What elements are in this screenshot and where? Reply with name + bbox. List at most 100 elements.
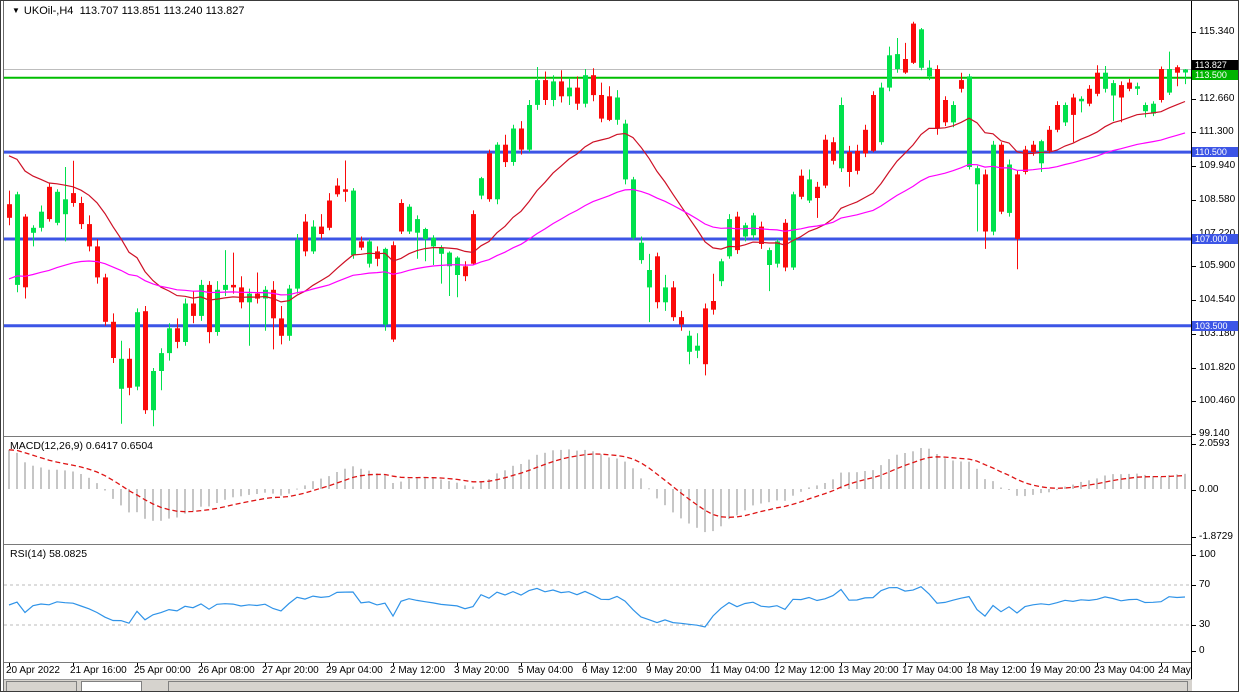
- price-tick-label: 112.660: [1199, 93, 1235, 104]
- price-tick: [1192, 200, 1196, 201]
- time-tick: [457, 663, 458, 666]
- time-tick: [265, 663, 266, 666]
- time-tick: [969, 663, 970, 666]
- rsi-svg: [4, 584, 1192, 628]
- time-tick: [1161, 663, 1162, 666]
- time-axis[interactable]: 20 Apr 2022 21 Apr 16:00 25 Apr 00:00 26 Ap…: [4, 663, 1192, 679]
- time-tick: [905, 663, 906, 666]
- time-label: 6 May 12:00: [582, 665, 638, 676]
- price-badge: 103.500: [1192, 321, 1238, 331]
- price-tick-label: 109.940: [1199, 160, 1236, 171]
- symbol-timeframe-label: UKOil-,H4: [23, 5, 74, 17]
- time-tick: [713, 663, 714, 666]
- price-tick-label: 101.820: [1199, 362, 1236, 373]
- chart-title: ▼ UKOil-,H4 113.707 113.851 113.240 113.8…: [12, 5, 245, 17]
- macd-scale-tick: [1192, 490, 1196, 491]
- time-tick: [1097, 663, 1098, 666]
- time-tick: [201, 663, 202, 666]
- time-tick: [1033, 663, 1034, 666]
- time-label: 18 May 12:00: [966, 665, 1027, 676]
- rsi-scale-tick: [1192, 651, 1196, 652]
- bottom-box-2[interactable]: [81, 681, 142, 691]
- time-label: 29 Apr 04:00: [326, 665, 383, 676]
- price-tick: [1192, 368, 1196, 369]
- macd-scale-tick: [1192, 537, 1196, 538]
- rsi-scale-tick: [1192, 625, 1196, 626]
- rsi-scale-label: 70: [1199, 579, 1211, 590]
- main-price-chart[interactable]: [4, 1, 1192, 437]
- chart-column: ▼ UKOil-,H4 113.707 113.851 113.240 113.8…: [3, 1, 1192, 691]
- price-tick-label: 100.460: [1199, 395, 1236, 406]
- price-chart-svg: [4, 21, 1192, 427]
- time-label: 20 Apr 2022: [6, 665, 60, 676]
- macd-scale-tick: [1192, 444, 1196, 445]
- price-tick-label: 115.340: [1199, 26, 1235, 37]
- time-tick: [73, 663, 74, 666]
- price-tick: [1192, 166, 1196, 167]
- price-badge: 110.500: [1192, 147, 1238, 157]
- time-label: 25 Apr 00:00: [134, 665, 191, 676]
- time-tick: [521, 663, 522, 666]
- price-tick-label: 111.300: [1199, 126, 1234, 137]
- symbol-dropdown-icon[interactable]: ▼: [12, 6, 20, 15]
- time-label: 13 May 20:00: [838, 665, 899, 676]
- time-label: 9 May 20:00: [646, 665, 702, 676]
- ohlc-values: 113.707 113.851 113.240 113.827: [79, 5, 245, 17]
- price-tick-label: 105.900: [1199, 260, 1236, 271]
- time-label: 11 May 04:00: [710, 665, 770, 676]
- price-tick: [1192, 434, 1196, 435]
- price-tick: [1192, 99, 1196, 100]
- price-tick: [1192, 266, 1196, 267]
- rsi-label: RSI(14) 58.0825: [10, 548, 88, 560]
- price-tick: [1192, 32, 1196, 33]
- rsi-scale-label: 100: [1199, 549, 1216, 560]
- rsi-scale-tick: [1192, 555, 1196, 556]
- time-label: 3 May 20:00: [454, 665, 510, 676]
- time-tick: [9, 663, 10, 666]
- macd-svg: [8, 448, 1186, 533]
- macd-panel[interactable]: MACD(12,26,9) 0.6417 0.6504: [4, 437, 1192, 545]
- time-label: 12 May 12:00: [774, 665, 835, 676]
- macd-label: MACD(12,26,9) 0.6417 0.6504: [10, 440, 154, 452]
- time-tick: [841, 663, 842, 666]
- time-label: 27 Apr 20:00: [262, 665, 319, 676]
- time-tick: [777, 663, 778, 666]
- time-label: 19 May 20:00: [1030, 665, 1091, 676]
- time-tick: [329, 663, 330, 666]
- macd-scale-label: -1.8729: [1199, 531, 1233, 542]
- bottom-toolbar-strip: [4, 679, 1192, 691]
- time-tick: [649, 663, 650, 666]
- price-tick: [1192, 401, 1196, 402]
- time-label: 23 May 04:00: [1094, 665, 1155, 676]
- price-axis[interactable]: 115.340 112.660 111.300 109.940 108.580 107.2…: [1191, 1, 1238, 679]
- time-label: 2 May 12:00: [390, 665, 446, 676]
- price-tick-label: 104.540: [1199, 294, 1236, 305]
- time-label: 24 May 12:00: [1158, 665, 1192, 676]
- price-tick-label: 108.580: [1199, 194, 1236, 205]
- time-tick: [393, 663, 394, 666]
- time-label: 17 May 04:00: [902, 665, 963, 676]
- price-badge: 113.500: [1192, 70, 1238, 80]
- macd-scale-label: 0.00: [1199, 484, 1219, 495]
- price-tick: [1192, 334, 1196, 335]
- time-label: 21 Apr 16:00: [70, 665, 127, 676]
- rsi-scale-label: 30: [1199, 619, 1211, 630]
- time-tick: [137, 663, 138, 666]
- rsi-scale-tick: [1192, 585, 1196, 586]
- price-tick: [1192, 132, 1196, 133]
- price-tick-label: 99.140: [1199, 428, 1230, 439]
- price-tick-label: 103.180: [1199, 328, 1236, 339]
- bottom-box-1[interactable]: [6, 681, 77, 691]
- time-tick: [585, 663, 586, 666]
- price-badge: 113.827: [1192, 60, 1238, 70]
- price-tick-label: 107.220: [1199, 228, 1235, 239]
- rsi-panel[interactable]: RSI(14) 58.0825: [4, 545, 1192, 663]
- time-label: 26 Apr 08:00: [198, 665, 255, 676]
- macd-scale-label: 2.0593: [1199, 438, 1230, 449]
- rsi-scale-label: 0: [1199, 645, 1205, 656]
- bottom-box-3[interactable]: [168, 681, 1188, 691]
- time-label: 5 May 04:00: [518, 665, 574, 676]
- price-badge: 107.000: [1192, 234, 1238, 244]
- price-tick: [1192, 300, 1196, 301]
